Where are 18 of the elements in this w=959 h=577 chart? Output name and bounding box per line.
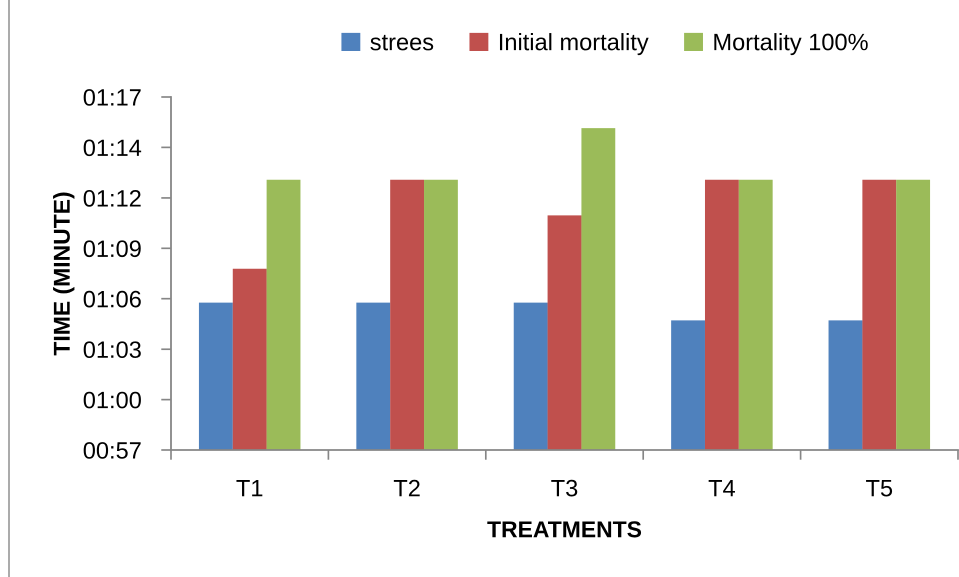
- y-axis-title: TIME (MINUTE): [53, 192, 74, 356]
- x-tick-label: T1: [236, 480, 262, 496]
- y-tick-label: 01:06: [84, 290, 141, 308]
- legend-label: Mortality 100%: [714, 33, 868, 56]
- legend-label: Initial mortality: [500, 33, 649, 56]
- x-axis-title: TREATMENTS: [487, 521, 642, 538]
- y-tick-label: 01:03: [84, 341, 141, 358]
- y-tick-label: 01:14: [84, 139, 142, 156]
- y-tick-label: 01:00: [84, 392, 141, 408]
- x-tick-label: T4: [708, 480, 735, 496]
- x-tick-label: T3: [551, 480, 578, 497]
- y-tick-label: 00:57: [84, 442, 141, 459]
- legend-label: strees: [370, 34, 434, 50]
- y-tick-label: 01:12: [84, 190, 141, 207]
- x-tick-label: T2: [394, 480, 420, 496]
- x-tick-label: T5: [866, 480, 892, 497]
- y-tick-label: 01:09: [84, 240, 141, 258]
- y-tick-label: 01:17: [84, 89, 141, 106]
